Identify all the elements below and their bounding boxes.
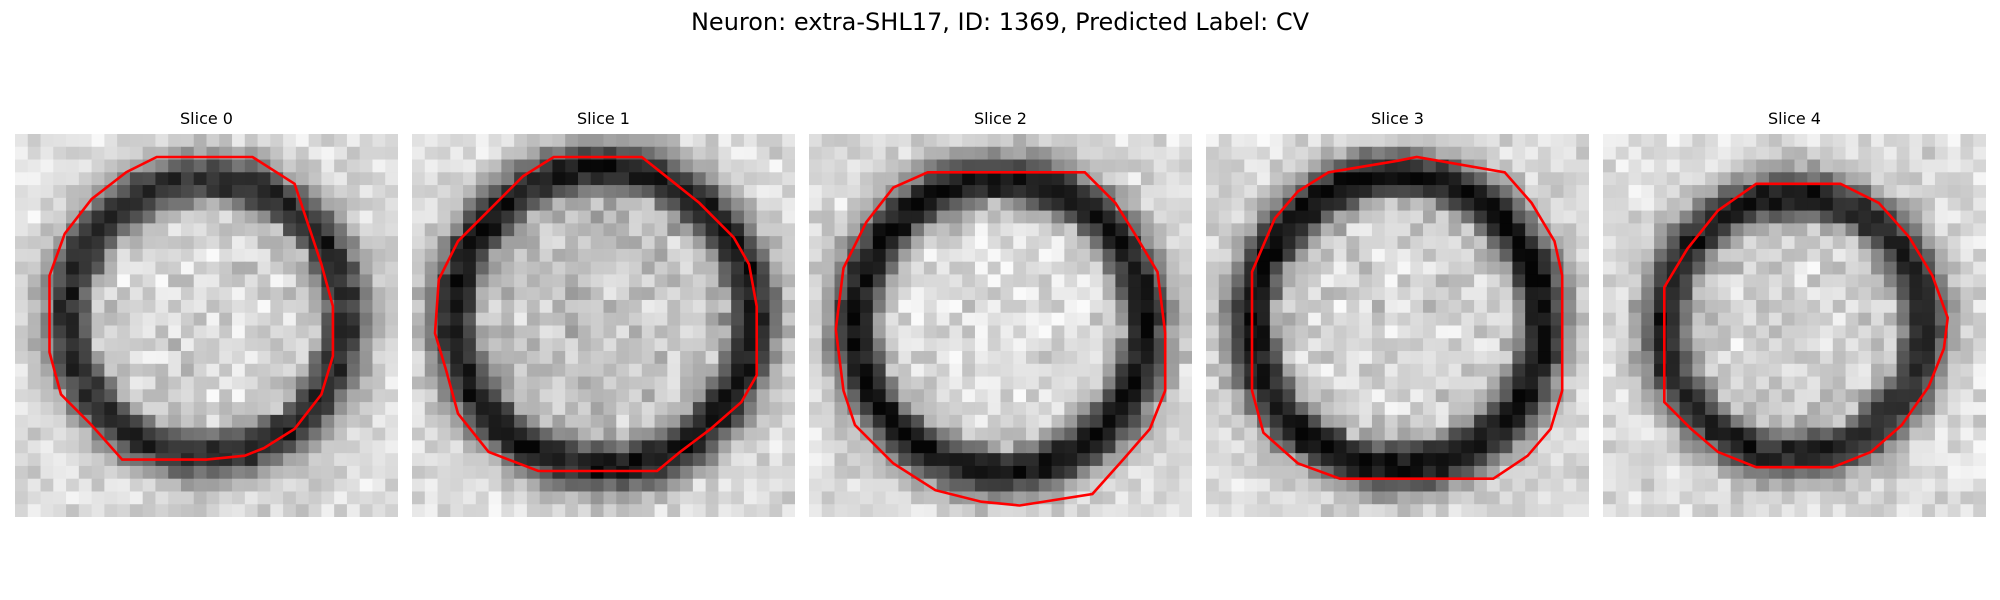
slice-image-2 [809,134,1192,517]
segmentation-contour [48,155,335,461]
segmentation-contour [1662,182,1950,469]
pixel-grid [1206,134,1589,517]
slice-title-2: Slice 2 [974,109,1027,128]
pixel-grid [15,134,398,517]
slice-panel-2: Slice 2 [809,109,1192,517]
pixel-grid [1603,134,1986,517]
slice-panel-0: Slice 0 [15,109,398,517]
slice-panel-1: Slice 1 [412,109,795,517]
slice-image-4 [1603,134,1986,517]
segmentation-contour [433,155,759,473]
figure-title: Neuron: extra-SHL17, ID: 1369, Predicted… [690,8,1310,36]
pixel-grid [809,134,1192,517]
pixel-grid [412,134,795,517]
slice-title-0: Slice 0 [180,109,233,128]
slice-image-3 [1206,134,1589,517]
slice-title-4: Slice 4 [1768,109,1821,128]
slice-image-1 [412,134,795,517]
segmentation-contour [1250,155,1564,481]
slice-image-0 [15,134,398,517]
slice-title-3: Slice 3 [1371,109,1424,128]
slice-panel-3: Slice 3 [1206,109,1589,517]
segmentation-contour [834,170,1167,507]
slice-title-1: Slice 1 [577,109,630,128]
slice-panel-4: Slice 4 [1603,109,1986,517]
